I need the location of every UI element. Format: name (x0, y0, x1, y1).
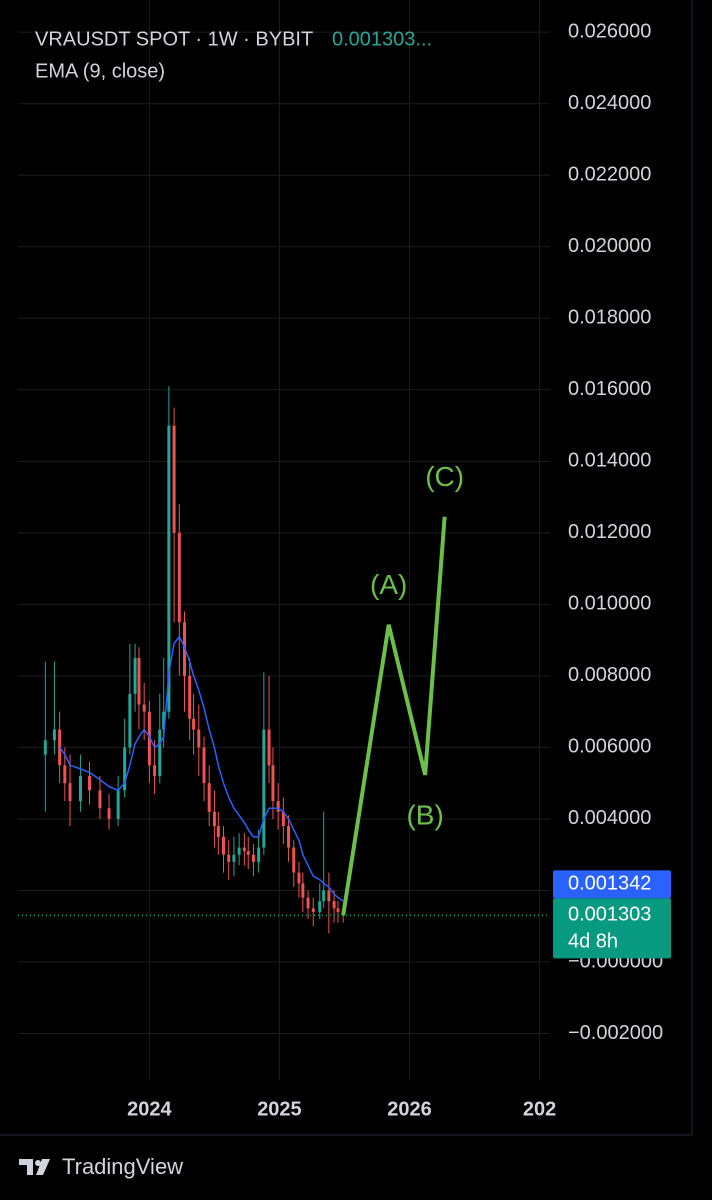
candle-body (287, 826, 291, 848)
wave-label: (A) (370, 569, 407, 600)
x-tick-label: 2024 (127, 1098, 172, 1120)
candle-body (202, 747, 206, 784)
candle-body (192, 718, 196, 730)
candle-body (78, 776, 82, 802)
candle-body (133, 658, 137, 694)
y-tick-label: 0.020000 (568, 235, 651, 257)
candle-body (318, 901, 322, 912)
grid (18, 0, 550, 1080)
candle-body (297, 872, 301, 884)
y-tick-label: 0.004000 (568, 807, 651, 829)
candle-body (267, 729, 271, 766)
candle-body (158, 729, 162, 777)
candle-body (336, 908, 340, 912)
candle-body (257, 847, 261, 862)
candle-body (322, 890, 326, 902)
candle-body (207, 783, 211, 812)
y-tick-label: 0.008000 (568, 664, 651, 686)
candle-body (276, 801, 280, 812)
y-tick-label: 0.016000 (568, 378, 651, 400)
price-label-box (553, 870, 671, 899)
countdown-label: 4d 8h (568, 931, 618, 953)
candle-body (237, 847, 241, 855)
candle-body (292, 847, 296, 873)
candle-body (88, 776, 92, 791)
plot: (A) (B) (C) (18, 386, 550, 934)
candle-body (262, 729, 266, 848)
y-tick-label: 0.024000 (568, 92, 651, 114)
candle-body (137, 658, 141, 705)
candle-body (172, 425, 176, 533)
candle-body (212, 811, 216, 827)
candle-body (232, 854, 236, 862)
candle-body (177, 532, 181, 623)
candle-body (147, 711, 151, 766)
candle-body (123, 747, 127, 791)
candle-body (327, 890, 331, 902)
candle-body (153, 765, 157, 777)
candle-body (311, 908, 315, 912)
y-tick-label: 0.014000 (568, 450, 651, 472)
candle-body (242, 847, 246, 852)
candle-body (227, 854, 231, 862)
ema-line (59, 635, 344, 902)
candle-body (197, 729, 201, 748)
candle-body (281, 811, 285, 827)
candle-body (271, 765, 275, 802)
candle-body (162, 711, 166, 730)
candle-body (98, 790, 102, 809)
x-tick-label: 202 (523, 1098, 556, 1120)
x-tick-label: 2025 (257, 1098, 302, 1120)
projection-line (341, 516, 447, 916)
brand: TradingView (62, 1154, 183, 1179)
candle-body (167, 425, 171, 712)
wave-label: (B) (406, 799, 443, 830)
x-tick-label: 2026 (387, 1098, 432, 1120)
y-tick-label: 0.006000 (568, 736, 651, 758)
y-tick-label: 0.022000 (568, 164, 651, 186)
candle-body (216, 826, 220, 837)
price-label: 0.001342 (568, 873, 651, 895)
candle-body (246, 851, 250, 855)
candle-body (332, 901, 336, 909)
y-tick-label: 0.012000 (568, 521, 651, 543)
candle-body (52, 729, 56, 741)
price-label: 0.001303 (568, 904, 651, 926)
brand-logo (19, 1159, 50, 1175)
candle-body (222, 836, 226, 855)
candle-body (188, 675, 192, 719)
candle-body (63, 765, 67, 784)
y-tick-label: 0.010000 (568, 593, 651, 615)
candle-body (43, 740, 47, 755)
candle-body (68, 783, 72, 802)
candle-body (306, 897, 310, 909)
candle-body (116, 790, 120, 819)
price-text: 0.001303... (332, 28, 432, 50)
y-tick-label: 0.018000 (568, 307, 651, 329)
candle-body (107, 808, 111, 819)
price-label-box (553, 898, 671, 959)
chart-title: VRAUSDT SPOT · 1W · BYBIT (35, 28, 313, 50)
candle-body (251, 854, 255, 862)
candle-body (142, 704, 146, 712)
indicator-label: EMA (9, close) (35, 60, 165, 82)
y-tick-label: −0.002000 (568, 1022, 663, 1044)
candle-body (128, 693, 132, 748)
wave-label: (C) (425, 461, 464, 492)
candle-body (301, 883, 305, 898)
y-tick-label: 0.026000 (568, 20, 651, 42)
